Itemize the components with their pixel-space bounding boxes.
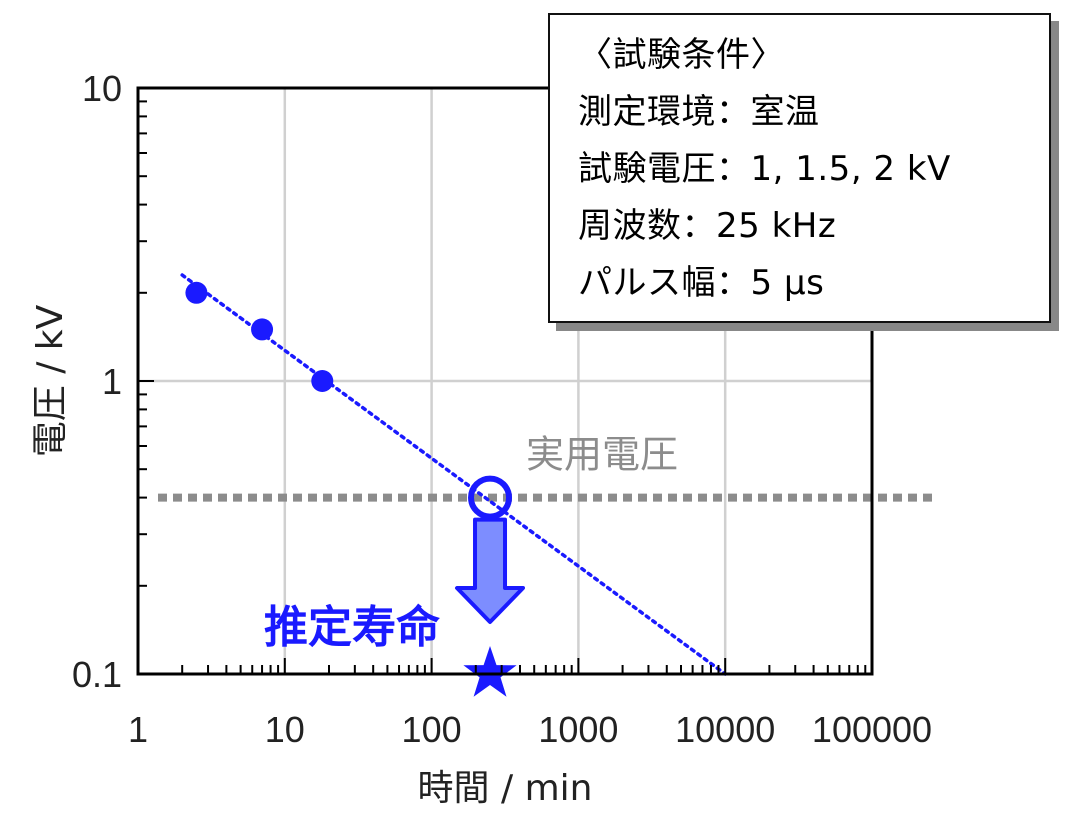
arrow-group bbox=[455, 517, 526, 624]
reference-line-label: 実用電圧 bbox=[526, 433, 678, 477]
conditions-heading: 〈試験条件〉 bbox=[578, 35, 785, 75]
conditions-environment: 測定環境：室温 bbox=[578, 92, 820, 132]
x-tick-label: 100 bbox=[402, 709, 462, 750]
estimated-lifetime-label: 推定寿命 bbox=[264, 602, 440, 653]
trendline-group bbox=[180, 273, 727, 676]
conditions-frequency: 周波数：25 kHz bbox=[578, 206, 837, 246]
data-point bbox=[251, 318, 274, 341]
x-tick-label: 100000 bbox=[812, 709, 932, 750]
axis-ticks bbox=[137, 100, 867, 675]
x-tick-label: 10000 bbox=[675, 709, 775, 750]
lifetime-arrow bbox=[455, 517, 526, 624]
intersection-marker bbox=[468, 475, 513, 520]
y-tick-label: 0.1 bbox=[72, 654, 122, 695]
x-tick-label: 10 bbox=[265, 709, 305, 750]
data-points: 推定寿命 bbox=[185, 281, 517, 697]
y-axis-title: 電圧 / kV bbox=[30, 304, 71, 457]
estimated-lifetime-star bbox=[463, 646, 517, 697]
x-tick-label: 1 bbox=[128, 709, 148, 750]
data-point bbox=[311, 370, 334, 392]
x-axis-title: 時間 / min bbox=[418, 768, 593, 809]
y-tick-label: 1 bbox=[102, 361, 122, 402]
axis-titles: 時間 / min 電圧 / kV bbox=[30, 304, 592, 809]
data-point bbox=[185, 281, 208, 304]
y-tick-label: 10 bbox=[82, 68, 122, 109]
conditions-voltage: 試験電圧：1, 1.5, 2 kV bbox=[578, 149, 951, 189]
trendline bbox=[180, 273, 727, 676]
x-tick-label: 1000 bbox=[538, 709, 618, 750]
test-conditions-box: 〈試験条件〉 測定環境：室温 試験電圧：1, 1.5, 2 kV 周波数：25 … bbox=[548, 13, 1051, 323]
reference-line-group: 実用電圧 bbox=[158, 433, 932, 502]
conditions-pulse-width: パルス幅：5 μs bbox=[578, 263, 825, 303]
